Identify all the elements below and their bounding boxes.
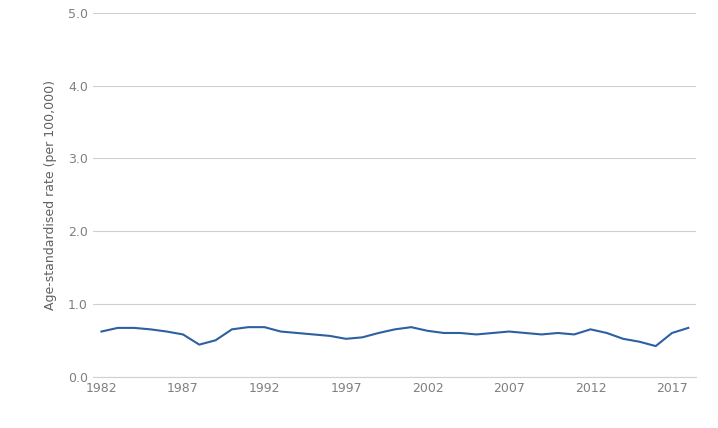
Y-axis label: Age-standardised rate (per 100,000): Age-standardised rate (per 100,000): [44, 80, 57, 310]
